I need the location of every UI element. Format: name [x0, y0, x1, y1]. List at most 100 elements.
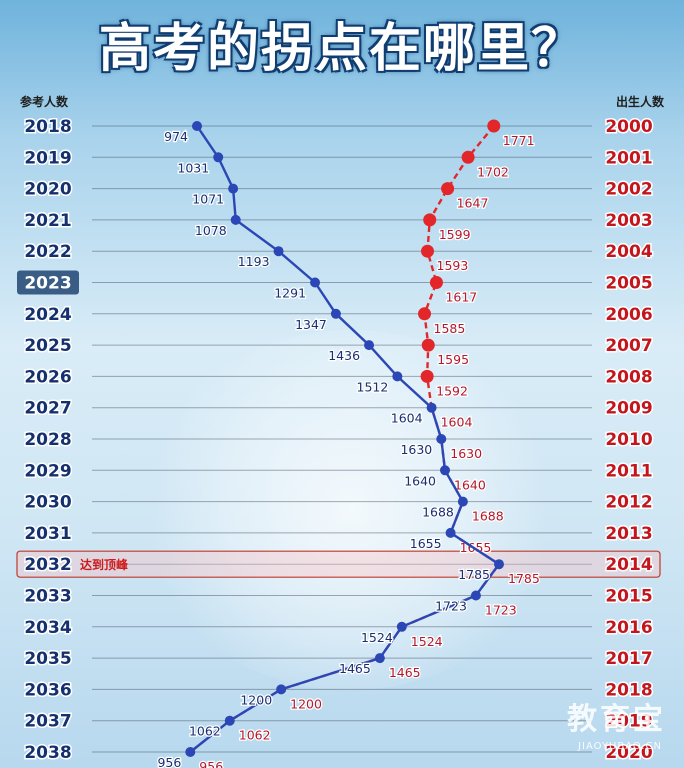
- exam-year-label: 2030: [24, 493, 71, 513]
- exam-value-label: 1193: [238, 254, 270, 269]
- exam-year-label: 2037: [24, 712, 71, 732]
- exam-value-label: 1465: [339, 661, 371, 676]
- exam-series: 974 1031 1071 1078 1193 1291 1347 1436 1512 1604 1…: [156, 121, 504, 768]
- exam-value-label: 1078: [195, 223, 227, 238]
- exam-point: [374, 653, 385, 664]
- exam-year-label: 2023: [24, 274, 71, 294]
- birth-point: [421, 338, 435, 352]
- exam-value-label: 1655: [410, 536, 442, 551]
- birth-value-label: 1647: [457, 196, 489, 211]
- birth-year-label: 2012: [605, 493, 652, 513]
- exam-year-label: 2027: [24, 399, 71, 419]
- birth-year-label: 2006: [605, 305, 652, 325]
- birth-value-label: 1595: [437, 352, 469, 367]
- highlight-year-box: [17, 270, 79, 295]
- left-axis-header: 参考人数: [20, 95, 69, 109]
- birth-year-label: 2002: [605, 180, 652, 200]
- exam-year-label: 2028: [24, 430, 71, 450]
- exam-value-label: 1347: [295, 317, 327, 332]
- exam-value-label: 1436: [328, 348, 360, 363]
- birth-value-label: 1592: [436, 383, 468, 398]
- page-title: 高考的拐点在哪里？: [98, 19, 585, 79]
- birth-point: [421, 244, 435, 258]
- exam-year-label: 2026: [24, 367, 71, 387]
- exam-value-label: 1630: [400, 442, 432, 457]
- birth-value-label: 1617: [445, 290, 477, 305]
- birth-value-label: 1524: [411, 634, 443, 649]
- birth-value-label: 1630: [450, 446, 482, 461]
- exam-year-label: 2036: [24, 680, 71, 700]
- birth-year-label: 2017: [605, 649, 652, 669]
- exam-point: [273, 246, 284, 257]
- exam-year-label: 2031: [24, 524, 71, 544]
- exam-point: [494, 559, 504, 570]
- birth-value-label: 1062: [239, 728, 271, 743]
- right-axis-header: 出生人数: [615, 95, 664, 109]
- exam-value-label: 1604: [391, 411, 423, 426]
- exam-point: [457, 496, 468, 507]
- exam-year-label: 2021: [24, 211, 71, 231]
- exam-point: [364, 340, 375, 351]
- birth-year-label: 2007: [605, 336, 652, 356]
- exam-point: [230, 214, 241, 225]
- exam-year-label: 2022: [24, 242, 71, 262]
- exam-value-label: 1200: [240, 692, 272, 707]
- exam-value-label: 1512: [357, 379, 389, 394]
- birth-year-labels: 2000 2001 2002 2003 2004 2005 2006 2007 2008 2009…: [604, 116, 654, 765]
- exam-value-label: 1071: [192, 192, 224, 207]
- birth-year-label: 2016: [605, 618, 652, 638]
- birth-year-label: 2020: [605, 743, 652, 763]
- birth-year-label: 2009: [605, 399, 652, 419]
- exam-point: [224, 715, 235, 726]
- exam-value-label: 1688: [422, 505, 454, 520]
- birth-value-label: 1771: [503, 133, 535, 148]
- exam-year-label: 2029: [24, 461, 71, 481]
- exam-year-label: 2032: [24, 555, 71, 575]
- birth-year-label: 2013: [605, 524, 652, 544]
- birth-year-label: 2000: [605, 117, 652, 137]
- birth-year-label: 2019: [605, 712, 652, 732]
- birth-point: [441, 182, 455, 196]
- birth-value-label: 1688: [472, 509, 504, 524]
- exam-value-label: 1062: [189, 724, 221, 739]
- exam-year-label: 2018: [24, 117, 71, 137]
- exam-year-label: 2024: [24, 305, 71, 325]
- birth-series: 1771 1702 1647 1599 1593 1617 1585 1595 1592 1604…: [189, 119, 541, 768]
- birth-year-label: 2004: [605, 242, 652, 262]
- exam-point: [445, 527, 456, 538]
- birth-point: [420, 369, 434, 383]
- exam-point: [185, 747, 196, 757]
- exam-year-label: 2034: [24, 618, 71, 638]
- exam-point: [470, 590, 481, 601]
- exam-point: [213, 152, 224, 163]
- peak-note: 达到顶峰: [80, 557, 129, 572]
- birth-year-label: 2014: [605, 555, 652, 575]
- birth-value-label: 1585: [434, 321, 466, 336]
- birth-value-label: 1723: [485, 603, 517, 618]
- exam-point: [426, 402, 437, 413]
- exam-year-labels: 2018 2019 2020 2021 2022 2023 2024 2025 2026 2027…: [17, 116, 79, 765]
- exam-year-label: 2038: [24, 743, 71, 763]
- birth-value-label: 1200: [290, 696, 322, 711]
- birth-value-label: 1640: [454, 477, 486, 492]
- birth-year-label: 2005: [605, 274, 652, 294]
- exam-value-label: 956: [157, 755, 181, 768]
- birth-year-label: 2008: [605, 367, 652, 387]
- birth-year-label: 2001: [605, 148, 652, 168]
- exam-year-label: 2035: [24, 649, 71, 669]
- peak-highlight: 达到顶峰: [16, 550, 661, 578]
- birth-value-label: 1593: [437, 258, 469, 273]
- exam-point: [276, 684, 287, 695]
- birth-point: [461, 150, 475, 164]
- peak-row-band: [16, 550, 661, 578]
- exam-point: [330, 308, 341, 319]
- birth-year-label: 2011: [605, 461, 652, 481]
- exam-value-label: 1291: [274, 286, 306, 301]
- exam-year-label: 2020: [24, 180, 71, 200]
- exam-year-label: 2033: [24, 587, 71, 607]
- watermark-url: JIAOYUBAO.CN: [578, 741, 662, 752]
- exam-value-label: 1524: [361, 630, 393, 645]
- birth-value-label: 1599: [439, 227, 471, 242]
- birth-point: [429, 276, 443, 289]
